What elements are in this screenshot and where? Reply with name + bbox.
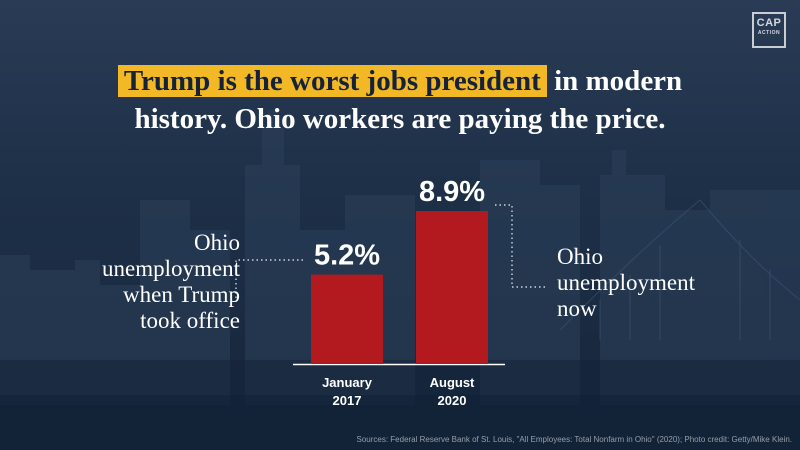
annotation-right-line: Ohio	[557, 244, 603, 269]
headline-line-2: history. Ohio workers are paying the pri…	[134, 103, 666, 135]
annotation-left-line: when Trump	[123, 282, 240, 307]
headline-highlight: Trump is the worst jobs president	[117, 65, 547, 97]
cap-action-logo: CAP ACTION	[752, 12, 786, 48]
annotation-left-line: took office	[140, 308, 240, 333]
bar	[416, 211, 488, 364]
bar	[311, 274, 383, 364]
annotation-right-line: unemployment	[557, 270, 695, 295]
leader-line-left	[235, 259, 305, 298]
category-label: 2020	[438, 393, 467, 408]
data-label: 5.2%	[314, 240, 380, 272]
category-label: 2017	[333, 393, 362, 408]
logo-text: CAP	[756, 17, 782, 29]
source-credit: Sources: Federal Reserve Bank of St. Lou…	[356, 435, 792, 444]
annotation-right: Ohio unemployment now	[557, 244, 787, 322]
leader-line-right	[495, 204, 548, 288]
annotation-left: Ohio unemployment when Trump took office	[0, 230, 240, 334]
logo-subtext: ACTION	[757, 30, 781, 36]
annotation-right-line: now	[557, 296, 597, 321]
data-label: 8.9%	[419, 176, 485, 208]
category-label: January	[322, 375, 373, 390]
headline: Trump is the worst jobs president in mod…	[0, 62, 800, 138]
category-label: August	[430, 375, 475, 390]
headline-line-1: Trump is the worst jobs president in mod…	[0, 62, 800, 100]
annotation-left-line: unemployment	[102, 256, 240, 281]
headline-rest: in modern	[554, 65, 683, 97]
annotation-left-line: Ohio	[194, 230, 240, 255]
